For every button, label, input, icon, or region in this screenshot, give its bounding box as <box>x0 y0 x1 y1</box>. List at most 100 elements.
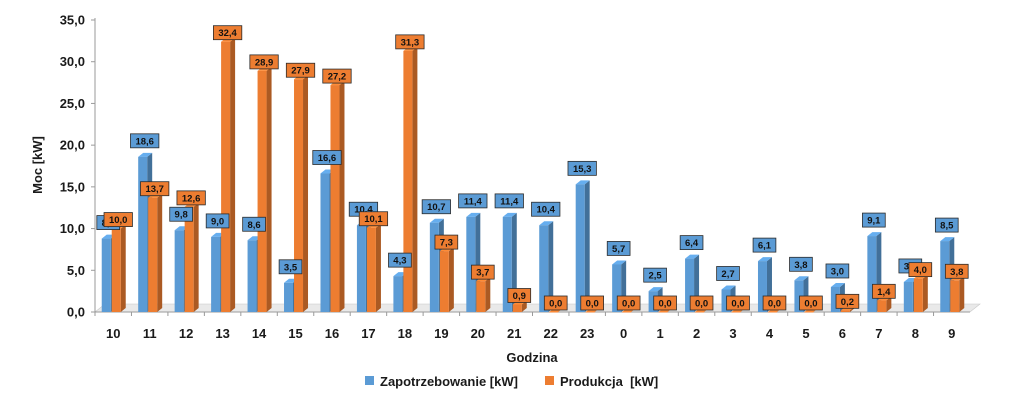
bar-top <box>612 260 627 265</box>
data-label-text: 3,7 <box>476 268 489 279</box>
bar-front <box>429 222 439 312</box>
data-label-box <box>789 256 813 272</box>
bar <box>294 75 309 312</box>
data-label: 31,3 <box>395 34 425 50</box>
y-tick-label: 35,0 <box>60 13 85 28</box>
data-label: 3,0 <box>825 263 850 279</box>
data-label-box <box>242 216 266 232</box>
data-label-box <box>908 262 933 278</box>
data-label-box <box>716 266 740 281</box>
bar-top <box>539 221 554 226</box>
data-label: 3,8 <box>944 263 969 279</box>
bar-side <box>230 37 236 312</box>
bar-top <box>502 212 517 217</box>
data-label: 12,6 <box>176 190 206 206</box>
bar-side <box>339 81 345 313</box>
bar <box>111 224 126 312</box>
x-tick-label: 2 <box>693 326 700 341</box>
bar-side <box>448 247 454 312</box>
data-label: 6,1 <box>752 237 777 253</box>
data-label-text: 0,0 <box>586 299 599 310</box>
x-tick-label: 9 <box>948 326 955 341</box>
x-tick-label: 19 <box>434 326 448 341</box>
bar-top <box>867 232 882 237</box>
data-label-text: 2,7 <box>721 269 734 280</box>
bar-front <box>502 216 512 312</box>
data-label: 10,4 <box>531 201 561 217</box>
bar-front <box>356 225 366 312</box>
data-label-box <box>421 199 451 215</box>
data-label-text: 32,4 <box>218 28 237 39</box>
bar-front <box>695 312 705 313</box>
bar <box>950 276 965 312</box>
bar-top <box>575 180 590 185</box>
data-label-text: 3,5 <box>284 262 298 273</box>
bar-front <box>294 79 304 312</box>
data-label-box <box>507 288 532 303</box>
data-label-box <box>531 201 561 217</box>
x-axis-title: Godzina <box>506 350 558 365</box>
legend-swatch-production <box>545 376 554 385</box>
x-tick-label: 4 <box>766 326 774 341</box>
data-label-box <box>169 206 193 222</box>
bar-front <box>731 312 741 313</box>
data-label-box <box>176 190 206 206</box>
bar-side <box>303 75 309 312</box>
bar-front <box>903 281 913 312</box>
data-label-text: 11,4 <box>500 196 519 207</box>
bar <box>148 193 163 312</box>
data-label: 3,7 <box>471 264 495 280</box>
x-tick-label: 23 <box>580 326 594 341</box>
x-tick-label: 13 <box>215 326 229 341</box>
data-label: 8,5 <box>934 217 959 233</box>
bar-front <box>940 241 950 312</box>
bar-front <box>757 261 767 312</box>
x-tick-label: 6 <box>839 326 846 341</box>
y-tick-label: 5,0 <box>67 263 85 278</box>
bar-side <box>485 277 491 312</box>
bar-top <box>794 276 809 281</box>
bar-top <box>721 285 736 290</box>
data-label-box <box>213 25 243 41</box>
x-tick-label: 5 <box>802 326 809 341</box>
data-label-box <box>322 68 352 84</box>
bar-top <box>429 218 444 223</box>
data-label: 0,0 <box>543 295 568 311</box>
data-label-text: 27,2 <box>328 72 347 83</box>
bar-front <box>184 206 194 312</box>
bar-front <box>585 312 595 313</box>
bar-top <box>685 254 700 259</box>
data-label-box <box>825 263 850 279</box>
bar-front <box>648 291 658 312</box>
data-label: 0,0 <box>616 295 641 311</box>
data-label-text: 3,0 <box>831 266 844 277</box>
bar-front <box>174 230 184 312</box>
data-label-text: 18,6 <box>135 136 154 147</box>
data-label: 8,6 <box>242 216 266 232</box>
data-label-text: 11,4 <box>464 196 483 207</box>
x-tick-label: 8 <box>912 326 919 341</box>
data-label: 0,0 <box>689 295 714 311</box>
data-label-text: 0,0 <box>622 299 635 310</box>
bar-side <box>548 221 554 312</box>
bar-side <box>959 276 965 312</box>
data-label-text: 28,9 <box>255 57 274 68</box>
data-label: 4,3 <box>388 252 412 268</box>
x-tick-label: 0 <box>620 326 627 341</box>
data-label-text: 0,9 <box>513 291 526 302</box>
bar-front <box>476 281 486 312</box>
data-label-text: 16,6 <box>318 153 337 164</box>
x-tick-label: 11 <box>143 326 157 341</box>
data-label-box <box>395 34 425 50</box>
bar-front <box>247 240 257 312</box>
bar <box>366 223 381 312</box>
data-label-box <box>944 263 969 279</box>
data-label-box <box>934 217 959 233</box>
data-label-text: 3,8 <box>950 267 963 278</box>
bar-front <box>320 173 330 312</box>
bar <box>575 180 590 312</box>
data-label-text: 1,4 <box>877 287 891 298</box>
bar-top <box>830 282 845 287</box>
data-label-text: 4,0 <box>914 265 927 276</box>
